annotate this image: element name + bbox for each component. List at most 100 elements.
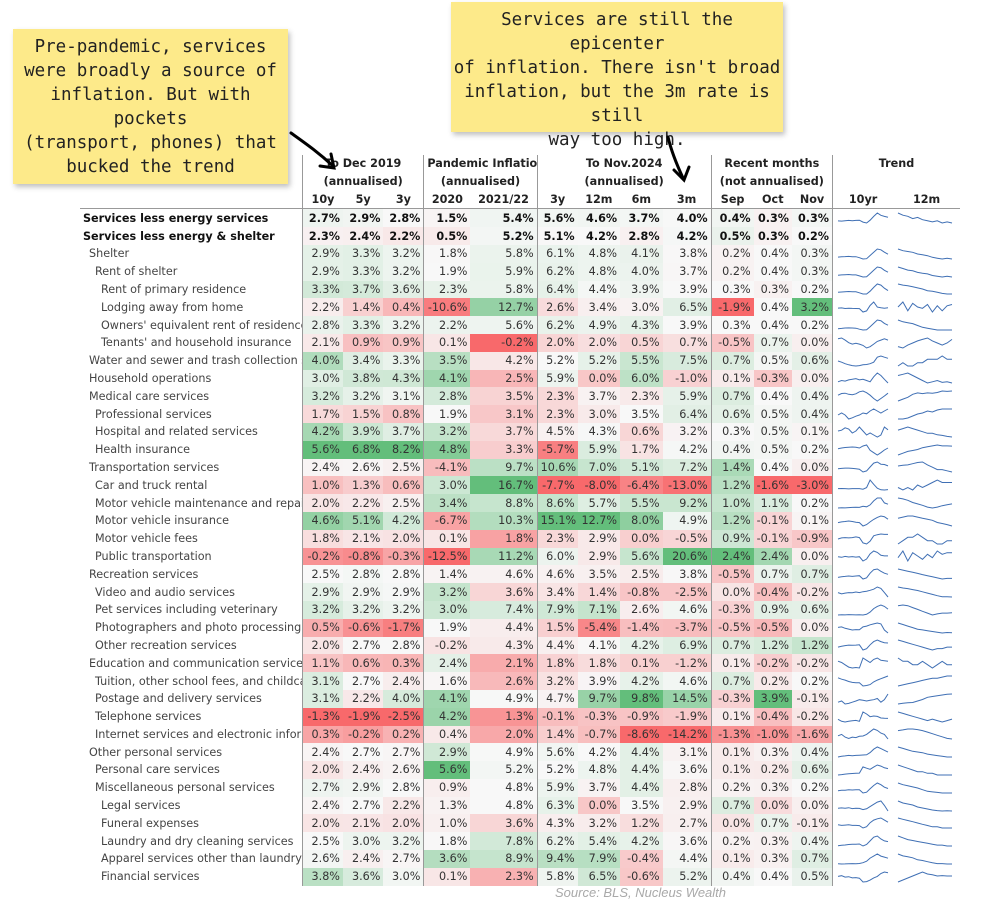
value-cell: 0.9% xyxy=(342,333,384,352)
value-cell: 3.7% xyxy=(342,280,384,299)
value-cell: 2.6% xyxy=(620,600,663,619)
value-cell: 1.7% xyxy=(301,405,343,423)
value-cell: 7.4% xyxy=(470,600,538,619)
row-label: Medical care services xyxy=(89,389,210,403)
trend-sparkline xyxy=(898,337,953,349)
value-cell: 0.1% xyxy=(710,654,754,673)
trend-line xyxy=(897,390,953,402)
value-cell: 0.2% xyxy=(792,440,833,459)
value-cell: 0.5% xyxy=(423,227,471,245)
value-cell: 2.1% xyxy=(301,333,343,352)
trend-line xyxy=(837,515,889,527)
value-cell: 0.7% xyxy=(710,387,754,406)
row-label: Rent of primary residence xyxy=(101,282,247,296)
value-cell: 3.2% xyxy=(342,600,384,619)
value-cell: -0.5% xyxy=(710,618,754,637)
value-cell: 2.2% xyxy=(342,689,384,708)
value-cell: 15.1% xyxy=(536,511,578,530)
trend-10yr-cell xyxy=(831,583,894,601)
row-label: Laundry and dry cleaning services xyxy=(101,834,294,848)
value-cell: 5.6% xyxy=(301,440,343,459)
value-cell: 5.2% xyxy=(536,761,578,779)
value-cell: 2.0% xyxy=(301,494,343,512)
value-cell: 0.4% xyxy=(710,867,754,886)
value-cell: 1.6% xyxy=(423,672,471,690)
value-cell: -1.7% xyxy=(383,618,424,637)
trend-10yr-cell xyxy=(831,618,894,637)
value-cell: 2.9% xyxy=(301,583,343,601)
value-cell: 9.7% xyxy=(577,689,621,708)
value-cell: 0.3% xyxy=(383,654,424,673)
trend-line xyxy=(898,586,953,598)
trend-10yr-cell xyxy=(831,689,894,708)
trend-line xyxy=(837,639,889,652)
column-header: 6m xyxy=(620,190,663,210)
trend-10yr-cell xyxy=(831,547,894,566)
trend-sparkline xyxy=(898,266,953,278)
value-cell: 4.2% xyxy=(577,743,621,762)
trend-sparkline xyxy=(898,675,953,687)
value-cell: 4.8% xyxy=(577,244,621,263)
value-cell: 1.3% xyxy=(470,707,538,726)
value-cell: -0.5% xyxy=(710,565,754,584)
value-cell: 5.8% xyxy=(470,280,538,299)
trend-line xyxy=(837,319,889,331)
table-row: Financial services 3.8% 3.6% 3.0% 0.1% 2.3% 5.… xyxy=(80,867,960,886)
value-cell: 2.3% xyxy=(301,227,343,245)
trend-12m-cell xyxy=(893,387,960,405)
trend-line xyxy=(897,871,953,883)
value-cell: 0.2% xyxy=(710,778,754,797)
trend-10yr-cell xyxy=(831,494,894,512)
value-cell: 0.1% xyxy=(792,511,833,530)
value-cell: -1.6% xyxy=(753,476,793,495)
value-cell: 5.8% xyxy=(470,244,538,263)
trend-sparkline xyxy=(897,248,953,260)
value-cell: 1.4% xyxy=(342,298,384,317)
source-note: Source: BLS, Nucleus Wealth xyxy=(555,885,727,900)
value-cell: 0.6% xyxy=(792,351,833,370)
value-cell: 6.5% xyxy=(577,867,621,886)
value-cell: 0.6% xyxy=(792,761,833,779)
trend-12m-cell xyxy=(893,352,960,370)
trend-line xyxy=(837,337,889,349)
trend-sparkline xyxy=(897,764,953,776)
trend-12m-cell xyxy=(893,512,960,530)
row-label: Services less energy services xyxy=(83,211,269,225)
value-cell: -0.2% xyxy=(753,654,793,673)
value-cell: 5.6% xyxy=(470,316,538,334)
trend-sparkline xyxy=(897,657,953,669)
trend-line xyxy=(898,426,953,438)
value-cell: 5.2% xyxy=(470,761,538,779)
row-label: Water and sewer and trash collection ser… xyxy=(89,354,303,368)
value-cell: 4.7% xyxy=(536,689,578,708)
trend-sparkline xyxy=(897,550,953,563)
note-line: inflation, but the 3m rate is still xyxy=(464,82,770,126)
value-cell: 2.9% xyxy=(662,796,712,815)
trend-line xyxy=(837,604,889,616)
value-cell: 0.7% xyxy=(753,333,793,352)
trend-line xyxy=(897,212,953,224)
value-cell: 0.1% xyxy=(710,850,754,868)
value-cell: 3.1% xyxy=(662,743,712,762)
trend-sparkline xyxy=(837,871,889,883)
value-cell: 3.2% xyxy=(383,262,424,281)
arrow-left-head-icon xyxy=(318,152,336,170)
value-cell: 0.9% xyxy=(423,778,471,797)
value-cell: 3.1% xyxy=(383,387,424,406)
value-cell: 0.5% xyxy=(620,333,663,352)
trend-12m-cell xyxy=(893,672,960,690)
trend-sparkline xyxy=(897,212,953,224)
value-cell: -1.3% xyxy=(710,725,754,744)
value-cell: 1.4% xyxy=(710,458,754,477)
value-cell: 4.6% xyxy=(662,600,712,619)
value-cell: 4.9% xyxy=(662,511,712,530)
value-cell: 3.3% xyxy=(342,316,384,334)
value-cell: 3.2% xyxy=(383,316,424,334)
value-cell: 2.4% xyxy=(423,654,471,673)
trend-line xyxy=(837,533,888,545)
trend-sparkline xyxy=(837,248,889,260)
value-cell: 2.0% xyxy=(577,333,621,352)
trend-sparkline xyxy=(897,853,953,865)
trend-line xyxy=(897,764,953,776)
value-cell: 4.5% xyxy=(536,422,578,441)
